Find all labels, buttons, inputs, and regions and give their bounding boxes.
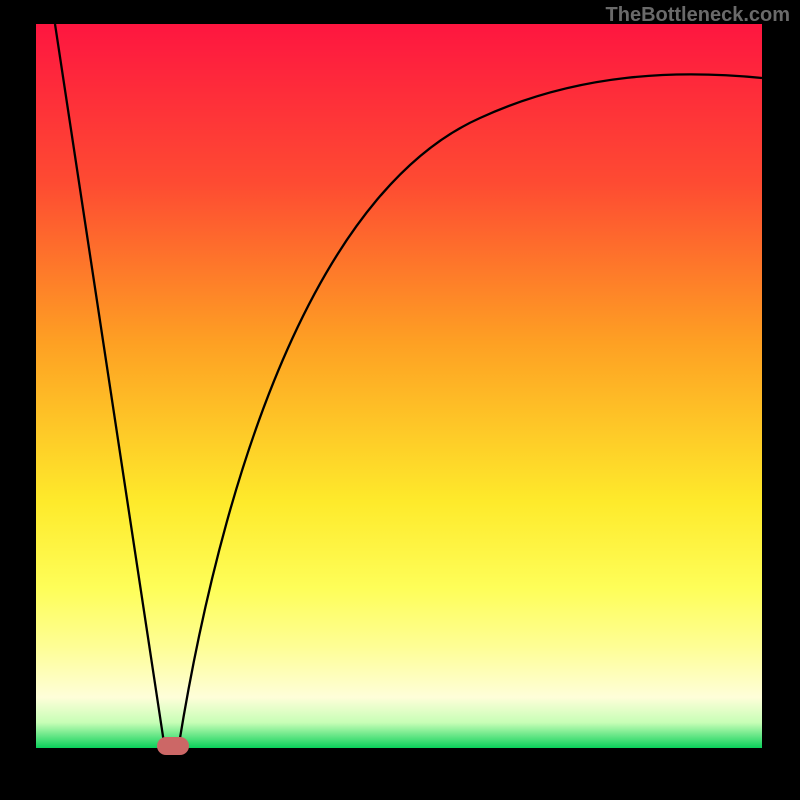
chart-container: TheBottleneck.com: [0, 0, 800, 800]
plot-area: [36, 24, 762, 748]
watermark-text: TheBottleneck.com: [606, 4, 790, 27]
legend-marker: [157, 737, 189, 755]
